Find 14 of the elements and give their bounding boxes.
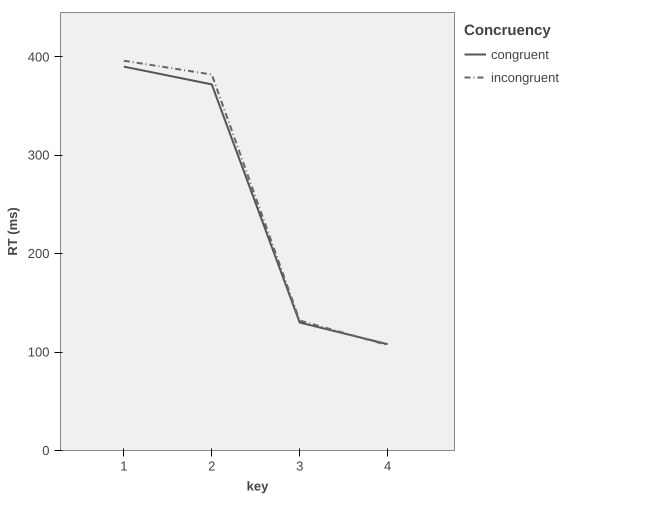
x-tick-label: 1 [120, 458, 128, 474]
legend-label: incongruent [491, 70, 559, 84]
legend-label: congruent [491, 46, 549, 62]
x-tick-label: 3 [296, 458, 304, 474]
x-tick-label: 4 [384, 458, 392, 474]
y-tick-label: 0 [42, 443, 50, 458]
y-axis-title: RT (ms) [4, 207, 20, 256]
legend-title: Concruency [464, 22, 552, 39]
x-axis-title: key [246, 478, 270, 494]
y-tick-label: 300 [28, 148, 50, 163]
y-tick-label: 200 [28, 246, 50, 262]
y-tick-label: 100 [28, 344, 50, 360]
y-tick-label: 400 [28, 49, 50, 64]
x-tick-label: 2 [208, 458, 216, 474]
